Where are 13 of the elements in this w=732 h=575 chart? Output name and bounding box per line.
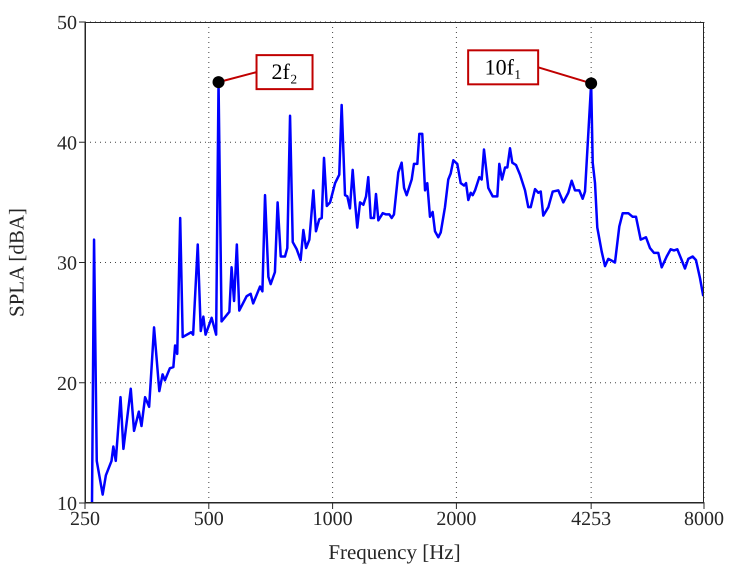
- y-tick-label: 20: [57, 372, 77, 395]
- x-tick-label: 500: [194, 508, 224, 530]
- x-axis-title: Frequency [Hz]: [328, 540, 461, 564]
- y-tick-label: 50: [57, 12, 77, 34]
- x-tick-label: 2000: [436, 508, 476, 530]
- x-tick-label: 8000: [684, 508, 724, 530]
- y-axis-title: SPLA [dBA]: [4, 208, 28, 318]
- annotation: 2f₂: [272, 59, 298, 84]
- y-tick-label: 30: [57, 252, 77, 275]
- y-tick-label: 40: [57, 132, 77, 154]
- x-tick-label: 1000: [312, 508, 353, 530]
- x-tick-label: 4253: [571, 508, 612, 530]
- annotation: 10f₁: [484, 54, 522, 80]
